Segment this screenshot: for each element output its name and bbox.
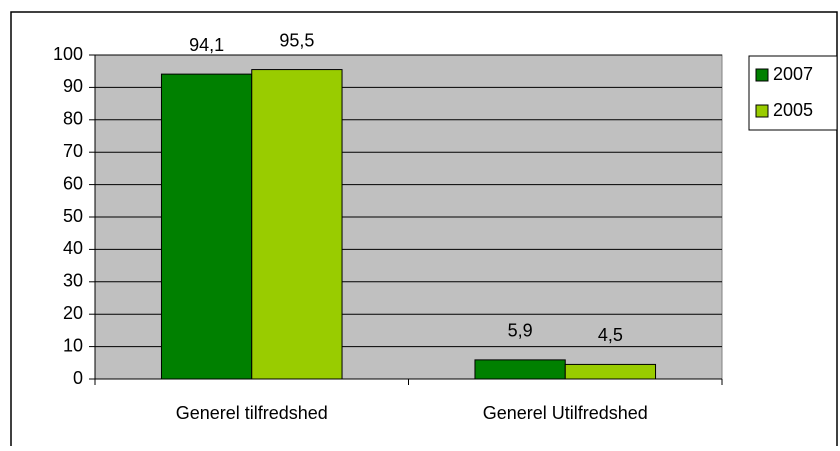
y-tick-label: 40: [63, 238, 83, 258]
y-tick-label: 90: [63, 76, 83, 96]
legend-box: [748, 55, 838, 131]
bar: [160, 73, 253, 380]
bar: [564, 363, 657, 380]
value-label: 95,5: [279, 30, 314, 50]
y-tick-label: 10: [63, 335, 83, 355]
legend-label: 2005: [773, 100, 813, 120]
value-label: 5,9: [508, 321, 533, 341]
y-tick-label: 80: [63, 109, 83, 129]
y-tick-label: 20: [63, 303, 83, 323]
y-tick-label: 60: [63, 173, 83, 193]
y-tick-label: 100: [53, 44, 83, 64]
value-label: 94,1: [189, 35, 224, 55]
x-tick-label: Generel tilfredshed: [176, 403, 328, 423]
y-tick-label: 30: [63, 271, 83, 291]
y-tick-label: 70: [63, 141, 83, 161]
value-label: 4,5: [598, 325, 623, 345]
legend-swatch: [755, 68, 769, 82]
x-tick-label: Generel Utilfredshed: [483, 403, 648, 423]
bar: [474, 359, 566, 380]
legend-swatch: [755, 104, 769, 118]
legend-label: 2007: [773, 64, 813, 84]
bar: [251, 69, 343, 380]
y-tick-label: 0: [73, 368, 83, 388]
y-tick-label: 50: [63, 206, 83, 226]
